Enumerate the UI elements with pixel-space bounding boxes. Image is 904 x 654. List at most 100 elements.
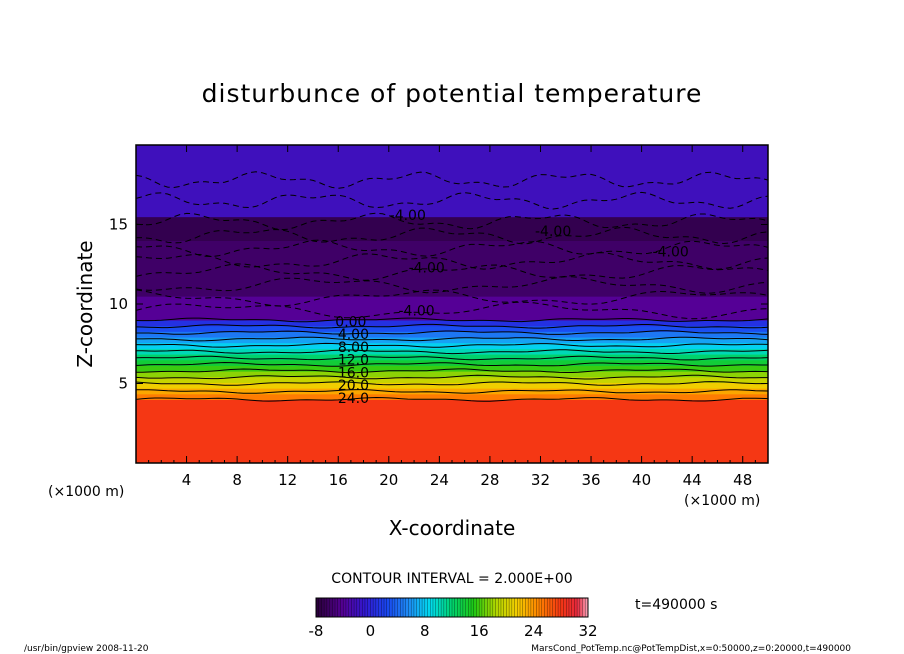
field-band (136, 399, 768, 463)
colorbar-segment (375, 598, 379, 617)
colorbar-segment (408, 598, 412, 617)
colorbar-segment (552, 598, 556, 617)
colorbar-segment (321, 598, 325, 617)
contour-line (136, 389, 768, 394)
colorbar-segment (419, 598, 423, 617)
colorbar-segment (533, 598, 537, 617)
colorbar-segment (460, 598, 464, 617)
colorbar-segment (384, 598, 388, 617)
contour-label: -4.00 (398, 303, 434, 319)
field-band (136, 336, 768, 344)
x-tick-label: 48 (733, 471, 752, 489)
colorbar-segment (316, 598, 320, 617)
x-tick-label: 20 (379, 471, 398, 489)
field-band (136, 342, 768, 349)
colorbar-segment (432, 598, 436, 617)
colorbar-segment (356, 598, 360, 617)
contour-line (136, 317, 768, 323)
colorbar-segment (400, 598, 404, 617)
colorbar-segment (373, 598, 377, 617)
colorbar-segment (452, 598, 456, 617)
colorbar-segment (484, 598, 488, 617)
contour-label: -4.00 (409, 260, 445, 276)
contour-line (136, 368, 768, 374)
colorbar-segment (403, 598, 407, 617)
colorbar-segment (367, 598, 371, 617)
x-axis-ticks: 4 8 12 16 20 24 28 32 36 40 44 48 (148, 145, 756, 489)
colorbar-segment (509, 598, 513, 617)
colorbar-segment (520, 598, 524, 617)
colorbar-segment (364, 598, 368, 617)
colorbar-segment (457, 598, 461, 617)
contour-label: 12.0 (338, 353, 369, 369)
footer-left: /usr/bin/gpview 2008-11-20 (24, 644, 149, 654)
contour-line (136, 349, 768, 355)
contour-line-dashed (136, 239, 768, 258)
colorbar-segment (422, 598, 426, 617)
colorbar-ticks: -8 0 8 16 24 32 (309, 622, 598, 640)
colorbar-segment (359, 598, 363, 617)
colorbar-tick-label: 16 (470, 622, 489, 640)
colorbar-segment (468, 598, 472, 617)
y-tick-label: 10 (109, 295, 128, 313)
contour-label: 20.0 (338, 378, 369, 394)
colorbar-segment (392, 598, 396, 617)
colorbar-segment (389, 598, 393, 617)
contour-line-dashed (136, 263, 768, 281)
colorbar-segment (411, 598, 415, 617)
colorbar-segment (424, 598, 428, 617)
colorbar-segment (568, 598, 572, 617)
field-band (136, 325, 768, 332)
colorbar-segment (577, 598, 581, 617)
colorbar-segment (427, 598, 431, 617)
field-band (136, 388, 768, 395)
colorbar-segment (405, 598, 409, 617)
colorbar-segment (544, 598, 548, 617)
colorbar-segment (495, 598, 499, 617)
colorbar-segment (506, 598, 510, 617)
y-axis-label: Z-coordinate (73, 240, 97, 367)
field-band (136, 348, 768, 355)
x-tick-label: 44 (683, 471, 702, 489)
colorbar-frame (315, 597, 589, 618)
colorbar-segment (454, 598, 458, 617)
colorbar-segment (465, 598, 469, 617)
colorbar-segment (438, 598, 442, 617)
contour-line-dashed (136, 289, 768, 307)
x-unit-left: (×1000 m) (48, 484, 124, 500)
colorbar-segment (574, 598, 578, 617)
colorbar-segment (522, 598, 526, 617)
colorbar-segment (378, 598, 382, 617)
colorbar-segment (582, 598, 586, 617)
colorbar-segment (473, 598, 477, 617)
colorbar-segment (397, 598, 401, 617)
plot-area (136, 145, 768, 463)
colorbar-segment (563, 598, 567, 617)
x-tick-label: 40 (632, 471, 651, 489)
colorbar-segment (511, 598, 515, 617)
colorbar-segment (430, 598, 434, 617)
colorbar-segment (351, 598, 355, 617)
colorbar-segment (503, 598, 507, 617)
colorbar-tick-label: 32 (578, 622, 597, 640)
x-tick-label: 8 (232, 471, 242, 489)
colorbar-segment (324, 598, 328, 617)
colorbar-segment (326, 598, 330, 617)
colorbar-segment (394, 598, 398, 617)
contour-label: 4.00 (338, 327, 369, 343)
colorbar-segment (413, 598, 417, 617)
colorbar-segment (441, 598, 445, 617)
field-band (136, 371, 768, 378)
x-tick-label: 36 (581, 471, 600, 489)
contour-line (136, 355, 768, 361)
field-band (136, 216, 768, 241)
field-band (136, 382, 768, 389)
colorbar-segment (541, 598, 545, 617)
colorbar-segment (490, 598, 494, 617)
colorbar-segment (492, 598, 496, 617)
contour-line (136, 396, 768, 402)
colorbar-segment (462, 598, 466, 617)
colorbar-segment (558, 598, 562, 617)
colorbar-segment (525, 598, 529, 617)
contour-line (136, 381, 768, 386)
